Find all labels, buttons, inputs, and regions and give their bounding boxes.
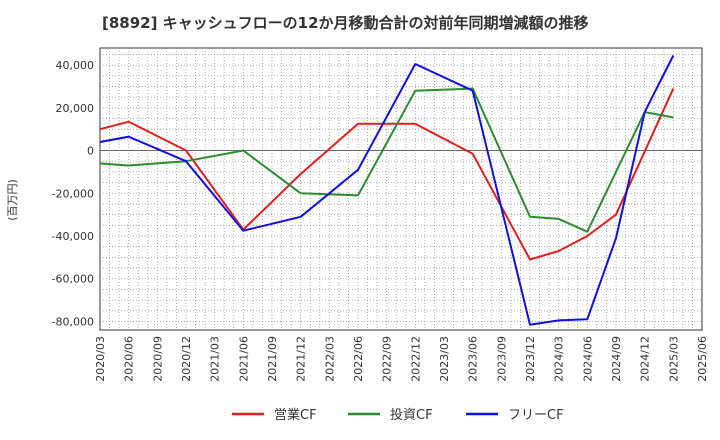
- x-tick-label: 2022/03: [323, 336, 336, 382]
- chart-title: [8892] キャッシュフローの12か月移動合計の対前年同期増減額の推移: [102, 14, 589, 32]
- x-tick-label: 2022/09: [381, 336, 394, 382]
- x-tick-label: 2020/09: [151, 336, 164, 382]
- x-tick-label: 2024/03: [553, 336, 566, 382]
- x-tick-label: 2020/12: [180, 336, 193, 382]
- x-tick-label: 2024/06: [581, 336, 594, 382]
- series-line: [99, 55, 675, 326]
- x-tick-label: 2024/09: [610, 336, 623, 382]
- x-tick-label: 2023/09: [495, 336, 508, 382]
- x-tick-label: 2022/06: [352, 336, 365, 382]
- legend-label: 投資CF: [390, 407, 433, 423]
- y-tick-label: -40,000: [52, 230, 94, 243]
- x-tick-label: 2023/12: [524, 336, 537, 382]
- y-tick-label: -60,000: [52, 273, 94, 286]
- x-tick-label: 2021/12: [295, 336, 308, 382]
- legend-label: 営業CF: [274, 407, 317, 423]
- x-tick-label: 2023/06: [467, 336, 480, 382]
- x-tick-label: 2021/03: [209, 336, 222, 382]
- series-line: [99, 88, 675, 261]
- x-axis-ticks: 2020/03 2020/06 2020/09 2020/12 2021/03 2021/…: [94, 336, 709, 382]
- legend-label: フリーCF: [508, 408, 564, 423]
- plot-frame: [99, 47, 703, 331]
- x-tick-label: 2020/03: [94, 336, 107, 382]
- x-tick-label: 2025/06: [696, 336, 709, 382]
- series-lines: [99, 55, 675, 326]
- y-tick-label: -20,000: [52, 187, 94, 200]
- x-tick-label: 2021/06: [237, 336, 250, 382]
- x-tick-label: 2025/03: [667, 336, 680, 382]
- y-tick-label: 0: [87, 145, 94, 158]
- y-tick-label: -80,000: [52, 315, 94, 328]
- x-tick-label: 2023/03: [438, 336, 451, 382]
- x-tick-label: 2024/12: [639, 336, 652, 382]
- y-axis-label: (百万円): [6, 179, 19, 221]
- x-tick-label: 2022/12: [409, 336, 422, 382]
- legend: 営業CF 投資CF フリーCF: [232, 407, 564, 423]
- y-tick-label: 20,000: [56, 102, 95, 115]
- x-tick-label: 2020/06: [123, 336, 136, 382]
- y-tick-label: 40,000: [56, 59, 95, 72]
- x-tick-label: 2021/09: [266, 336, 279, 382]
- y-axis-ticks: 40,000 20,000 0 -20,000 -40,000 -60,000 -80,00…: [52, 59, 94, 328]
